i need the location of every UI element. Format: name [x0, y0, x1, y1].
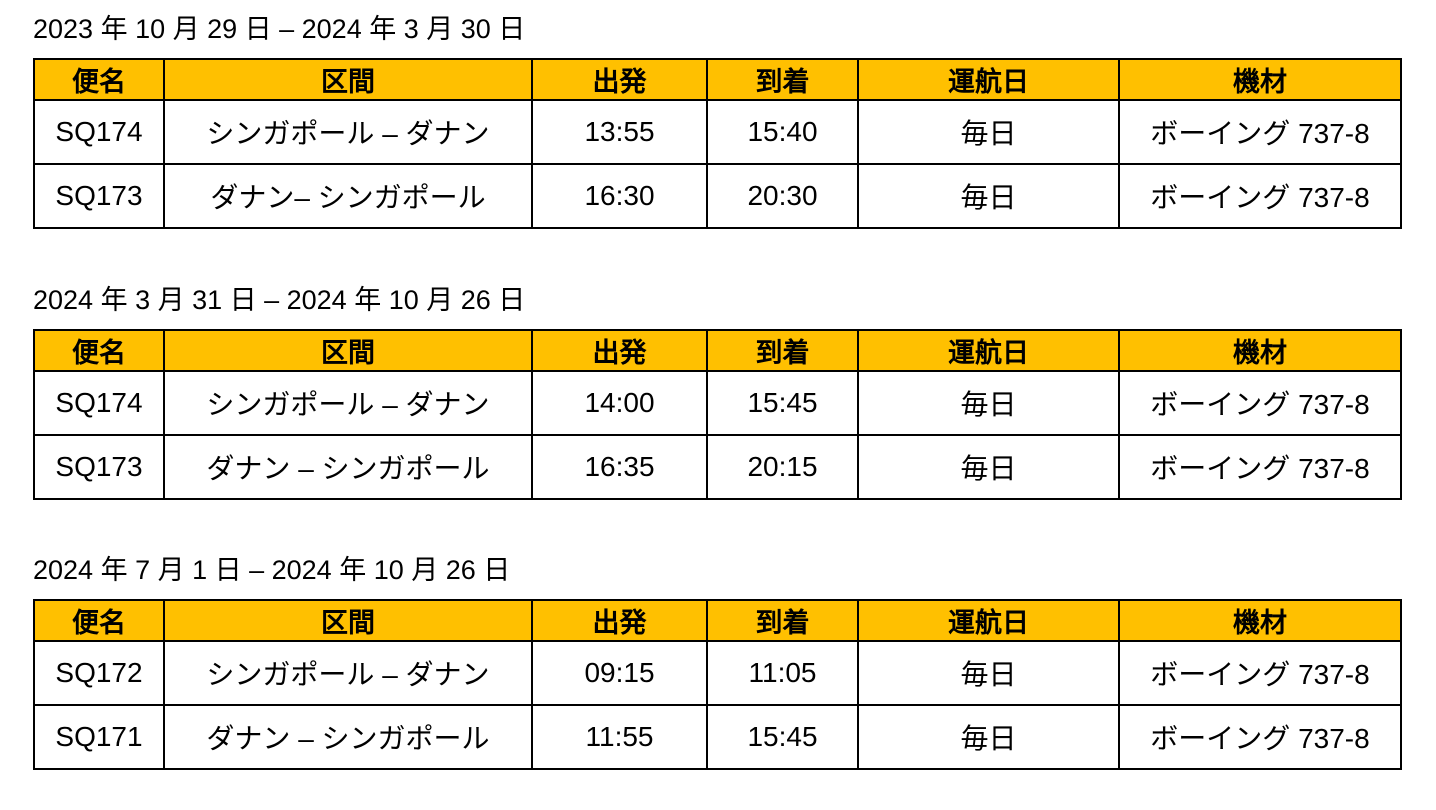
header-flight-number: 便名 — [33, 599, 165, 642]
cell-flight-number: SQ173 — [33, 163, 165, 229]
schedule-section-1: 2023 年 10 月 29 日 – 2024 年 3 月 30 日 便名 区間… — [33, 14, 1402, 229]
schedule-table: 便名 区間 出発 到着 運航日 機材 SQ174 シンガポール – ダナン 13… — [33, 58, 1402, 229]
header-route: 区間 — [163, 599, 533, 642]
header-departure: 出発 — [531, 599, 708, 642]
schedule-table: 便名 区間 出発 到着 運航日 機材 SQ174 シンガポール – ダナン 14… — [33, 329, 1402, 500]
header-flight-number: 便名 — [33, 329, 165, 372]
cell-operating-days: 毎日 — [857, 163, 1120, 229]
cell-departure: 16:30 — [531, 163, 708, 229]
cell-aircraft: ボーイング 737-8 — [1118, 163, 1402, 229]
cell-operating-days: 毎日 — [857, 704, 1120, 770]
header-arrival: 到着 — [706, 58, 859, 101]
table-header-row: 便名 区間 出発 到着 運航日 機材 — [33, 329, 1402, 372]
cell-aircraft: ボーイング 737-8 — [1118, 640, 1402, 706]
cell-departure: 13:55 — [531, 99, 708, 165]
table-row: SQ171 ダナン – シンガポール 11:55 15:45 毎日 ボーイング … — [33, 704, 1402, 770]
cell-route: ダナン – シンガポール — [163, 434, 533, 500]
header-aircraft: 機材 — [1118, 58, 1402, 101]
cell-operating-days: 毎日 — [857, 370, 1120, 436]
section-title: 2023 年 10 月 29 日 – 2024 年 3 月 30 日 — [33, 14, 526, 44]
header-operating-days: 運航日 — [857, 599, 1120, 642]
table-row: SQ173 ダナン– シンガポール 16:30 20:30 毎日 ボーイング 7… — [33, 163, 1402, 229]
header-operating-days: 運航日 — [857, 329, 1120, 372]
cell-route: ダナン– シンガポール — [163, 163, 533, 229]
cell-arrival: 11:05 — [706, 640, 859, 706]
cell-aircraft: ボーイング 737-8 — [1118, 99, 1402, 165]
cell-route: シンガポール – ダナン — [163, 370, 533, 436]
section-title: 2024 年 3 月 31 日 – 2024 年 10 月 26 日 — [33, 285, 526, 315]
header-flight-number: 便名 — [33, 58, 165, 101]
cell-flight-number: SQ171 — [33, 704, 165, 770]
header-arrival: 到着 — [706, 599, 859, 642]
header-route: 区間 — [163, 58, 533, 101]
cell-departure: 09:15 — [531, 640, 708, 706]
cell-flight-number: SQ172 — [33, 640, 165, 706]
cell-arrival: 20:15 — [706, 434, 859, 500]
header-departure: 出発 — [531, 58, 708, 101]
cell-arrival: 15:45 — [706, 370, 859, 436]
cell-operating-days: 毎日 — [857, 640, 1120, 706]
cell-aircraft: ボーイング 737-8 — [1118, 434, 1402, 500]
cell-flight-number: SQ174 — [33, 99, 165, 165]
header-arrival: 到着 — [706, 329, 859, 372]
cell-operating-days: 毎日 — [857, 434, 1120, 500]
schedule-section-2: 2024 年 3 月 31 日 – 2024 年 10 月 26 日 便名 区間… — [33, 285, 1402, 500]
cell-arrival: 15:45 — [706, 704, 859, 770]
cell-arrival: 20:30 — [706, 163, 859, 229]
cell-flight-number: SQ174 — [33, 370, 165, 436]
schedule-section-3: 2024 年 7 月 1 日 – 2024 年 10 月 26 日 便名 区間 … — [33, 555, 1402, 770]
table-header-row: 便名 区間 出発 到着 運航日 機材 — [33, 599, 1402, 642]
cell-aircraft: ボーイング 737-8 — [1118, 370, 1402, 436]
header-aircraft: 機材 — [1118, 599, 1402, 642]
table-row: SQ172 シンガポール – ダナン 09:15 11:05 毎日 ボーイング … — [33, 640, 1402, 706]
table-row: SQ173 ダナン – シンガポール 16:35 20:15 毎日 ボーイング … — [33, 434, 1402, 500]
cell-route: シンガポール – ダナン — [163, 99, 533, 165]
header-route: 区間 — [163, 329, 533, 372]
schedule-table: 便名 区間 出発 到着 運航日 機材 SQ172 シンガポール – ダナン 09… — [33, 599, 1402, 770]
cell-route: ダナン – シンガポール — [163, 704, 533, 770]
cell-arrival: 15:40 — [706, 99, 859, 165]
table-header-row: 便名 区間 出発 到着 運航日 機材 — [33, 58, 1402, 101]
header-aircraft: 機材 — [1118, 329, 1402, 372]
cell-route: シンガポール – ダナン — [163, 640, 533, 706]
cell-departure: 16:35 — [531, 434, 708, 500]
header-departure: 出発 — [531, 329, 708, 372]
table-row: SQ174 シンガポール – ダナン 13:55 15:40 毎日 ボーイング … — [33, 99, 1402, 165]
cell-departure: 14:00 — [531, 370, 708, 436]
cell-operating-days: 毎日 — [857, 99, 1120, 165]
cell-departure: 11:55 — [531, 704, 708, 770]
cell-aircraft: ボーイング 737-8 — [1118, 704, 1402, 770]
header-operating-days: 運航日 — [857, 58, 1120, 101]
section-title: 2024 年 7 月 1 日 – 2024 年 10 月 26 日 — [33, 555, 511, 585]
table-row: SQ174 シンガポール – ダナン 14:00 15:45 毎日 ボーイング … — [33, 370, 1402, 436]
cell-flight-number: SQ173 — [33, 434, 165, 500]
